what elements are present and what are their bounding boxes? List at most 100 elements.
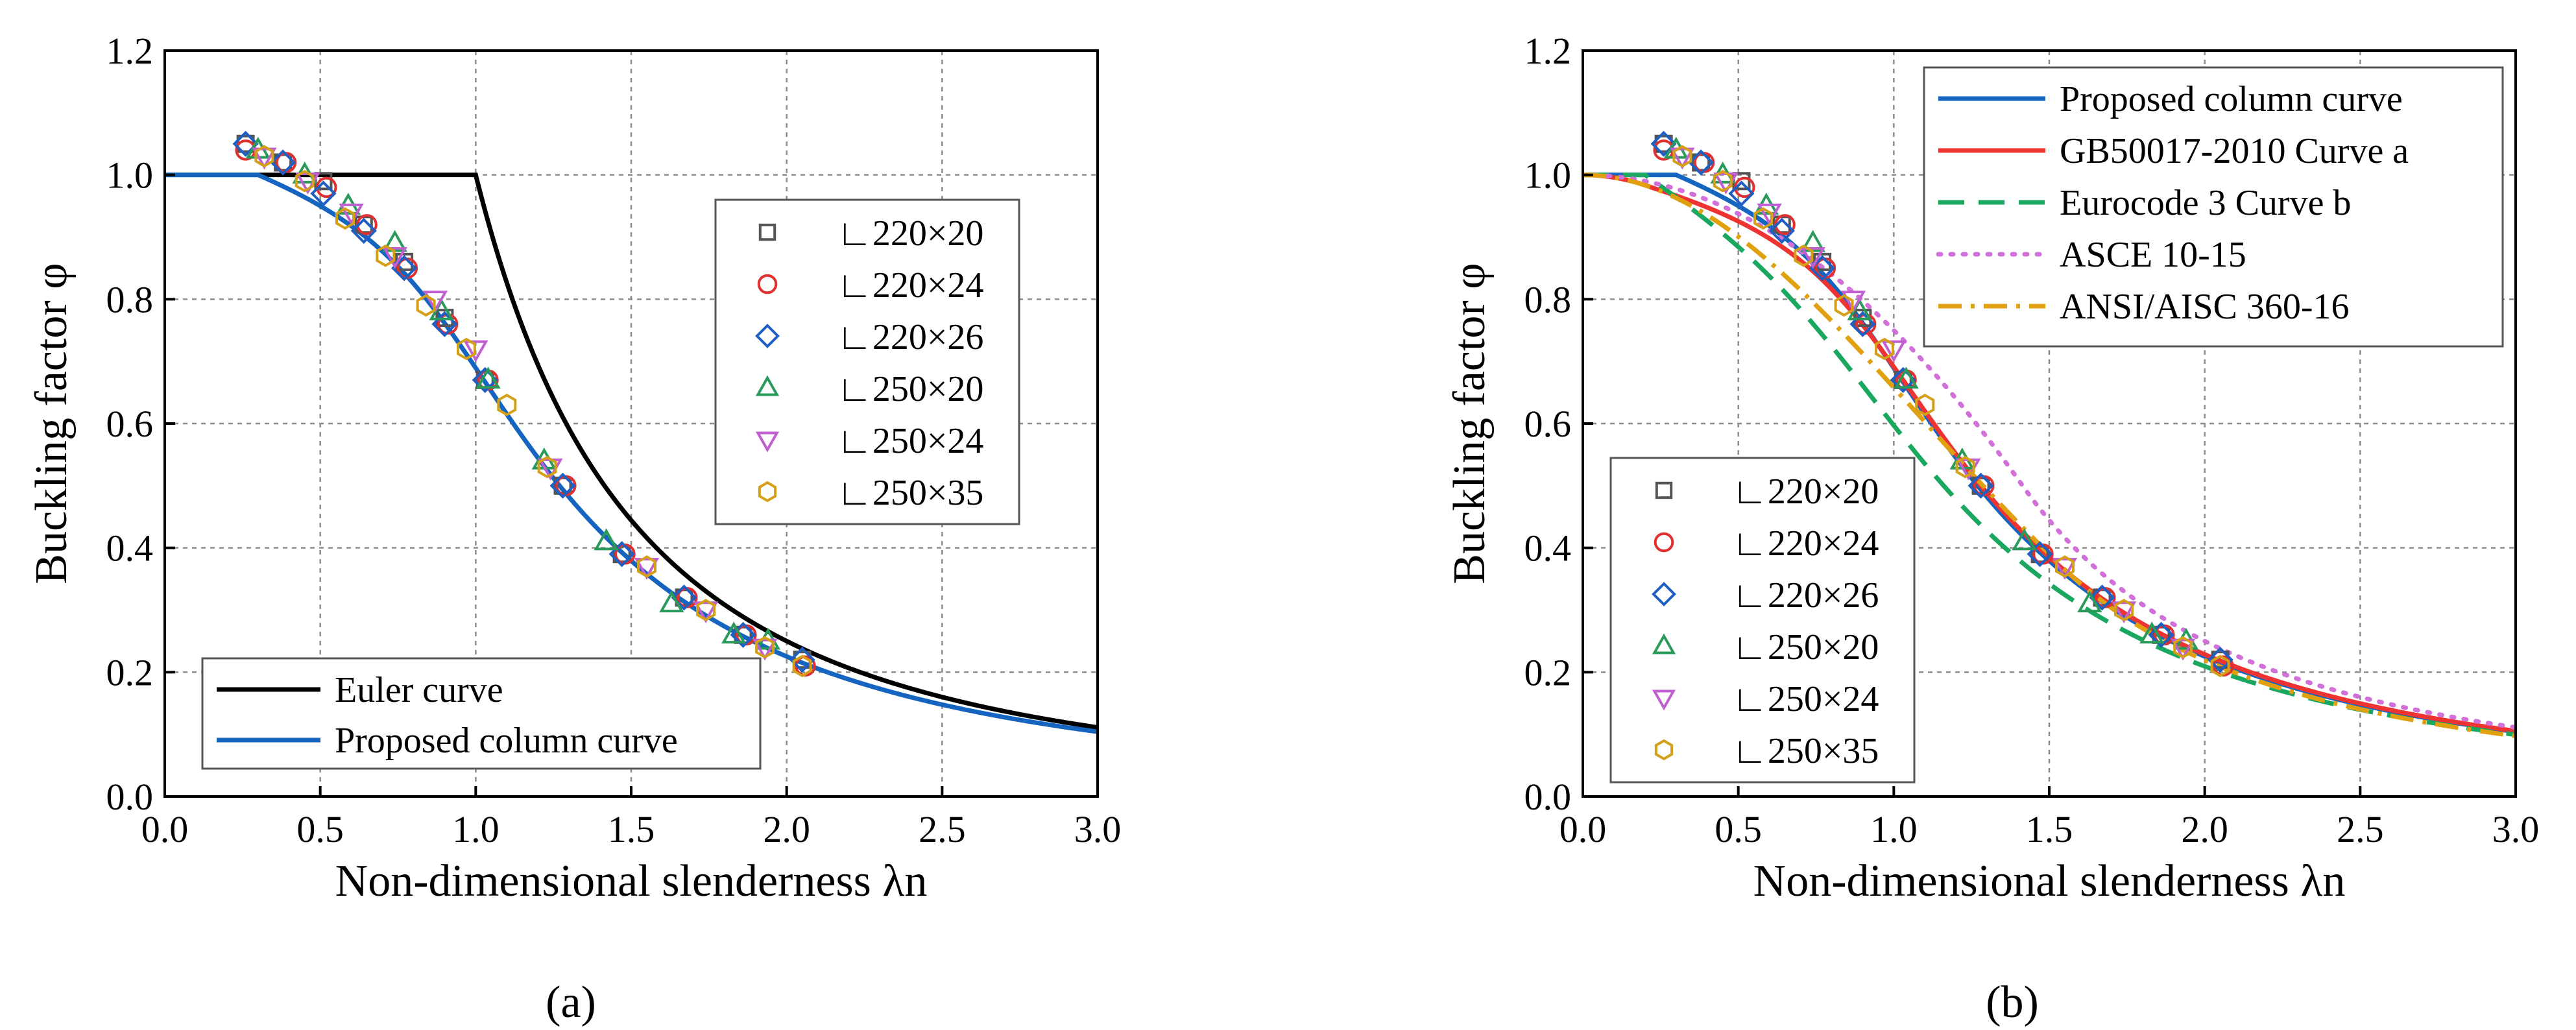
data-point-triangle-up [2139,621,2165,644]
legend-label: GB50017-2010 Curve a [2060,131,2409,171]
curve-euler [165,173,1098,730]
data-point-triangle-down [1881,340,1907,363]
x-tick-label: 3.0 [2492,808,2540,850]
legend-marker-circle [757,274,778,294]
legend-series-label: ∟250×35 [837,473,983,513]
legend-series-label: ∟220×26 [837,317,983,357]
legend-label: Euler curve [335,670,503,710]
data-point-triangle-down [634,558,660,580]
data-point-hexagon [1915,393,1935,416]
y-tick-label: 1.0 [106,154,154,197]
legend-series-label: ∟220×24 [837,265,983,305]
x-tick-label: 0.5 [1715,808,1762,850]
data-point-hexagon [1713,169,1733,193]
y-axis-label: Buckling factor φ [27,263,77,584]
data-point-diamond [350,217,377,244]
y-tick-label: 1.2 [1524,30,1572,72]
data-point-triangle-down [1757,203,1782,226]
data-point-diamond [1968,472,1994,499]
data-point-hexagon [2055,555,2075,578]
data-point-triangle-down [693,601,719,624]
data-point-diamond [549,472,576,499]
marker-legend-box [1609,457,1916,784]
data-point-triangle-down [1800,247,1825,269]
legend-marker-triangle-up [1652,633,1676,654]
data-point-triangle-up [2012,528,2037,551]
legend-series-label: ∟220×24 [1732,523,1879,564]
data-point-triangle-down [752,638,778,661]
data-point-triangle-down [252,147,277,170]
legend-series-label: ∟250×24 [837,421,983,461]
data-point-diamond [232,130,259,157]
data-point-hexagon [2210,654,2230,678]
data-point-hexagon [295,169,315,193]
y-tick-label: 0.8 [1524,278,1572,320]
data-point-hexagon [1672,145,1692,168]
marker-legend-box [714,198,1020,525]
data-point-triangle-down [422,291,448,313]
data-point-triangle-up [2077,590,2102,613]
data-point-hexagon [416,294,436,317]
data-point-hexagon [1794,244,1814,267]
data-point-hexagon [1875,337,1894,361]
x-tick-label: 3.0 [1074,808,1122,850]
legend-series-label: ∟220×20 [837,213,983,254]
data-point-hexagon [696,599,716,621]
data-point-diamond [608,541,635,568]
y-tick-label: 0.2 [106,651,154,693]
data-point-triangle-up [594,528,619,551]
data-point-diamond [1728,180,1755,207]
data-point-hexagon [497,393,517,416]
x-axis-label: Non-dimensional slenderness λn [1753,856,2346,906]
data-point-triangle-down [382,247,407,269]
legend-marker-hexagon [1654,739,1674,761]
curve-legend-box [1923,66,2504,348]
legend-label: Proposed column curve [2060,79,2403,119]
panel-a: 0.0 0.5 1.0 1.5 2.0 2.5 3.0 0.0 0.2 0.4 0.6 0.8 1.0 1… [27,30,1121,1027]
data-point-hexagon [376,244,396,267]
curve-legend-box [201,657,762,770]
data-point-triangle-up [659,590,684,613]
data-point-hexagon [254,145,274,168]
y-tick-label: 0.6 [1524,403,1572,445]
legend-series-label: ∟250×20 [1732,627,1879,667]
data-point-triangle-down [1670,147,1695,170]
x-tick-label: 2.0 [2181,808,2228,850]
legend-label: Eurocode 3 Curve b [2060,183,2351,223]
legend-marker-diamond [1652,582,1676,606]
data-point-hexagon [335,207,355,230]
y-tick-label: 0.0 [1524,776,1572,818]
data-point-triangle-down [2052,558,2078,580]
y-tick-label: 0.0 [106,776,154,818]
y-tick-label: 0.6 [106,403,154,445]
marker-legend: ∟220×20 ∟220×24 ∟220×26 ∟250×20 ∟250×24 ∟250×… [714,198,1020,525]
legend-series-label: ∟220×20 [1732,472,1879,512]
data-point-triangle-down [2111,601,2137,624]
y-axis-label: Buckling factor φ [1445,263,1495,584]
x-tick-label: 1.5 [2026,808,2073,850]
data-point-hexagon [637,555,656,578]
legend-series-label: ∟220×26 [1732,575,1879,616]
data-point-hexagon [2114,599,2134,621]
data-markers [1650,130,2234,678]
curve-asce [1583,173,2516,730]
data-point-hexagon [1955,455,1975,479]
data-point-diamond [2207,647,2233,673]
data-point-diamond [789,647,815,673]
data-point-triangle-down [1840,291,1866,313]
legend-marker-triangle-up [755,375,780,396]
legend-marker-square [1655,481,1673,499]
y-tick-label: 0.8 [106,278,154,320]
data-point-diamond [1849,311,1876,337]
data-point-triangle-down [339,203,364,226]
data-point-triangle-up [721,621,747,644]
data-point-diamond [310,180,337,207]
y-tick-label: 1.0 [1524,154,1572,197]
panel-label: (b) [1986,977,2039,1027]
curve-aisc [1583,173,2516,739]
legend-marker-triangle-down [1652,689,1676,711]
data-point-diamond [730,621,756,648]
legend-marker-hexagon [758,481,777,503]
marker-legend: ∟220×20 ∟220×24 ∟220×26 ∟250×20 ∟250×24 ∟250×… [1609,457,1916,784]
